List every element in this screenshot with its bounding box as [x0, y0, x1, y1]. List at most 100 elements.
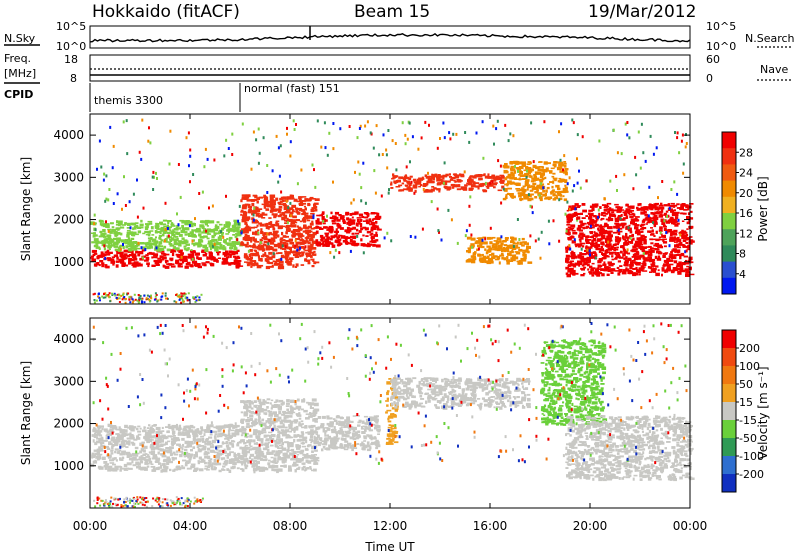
scatter-cell [205, 229, 208, 233]
scatter-cell [603, 197, 606, 201]
scatter-cell [227, 147, 230, 150]
range-cell [120, 239, 125, 243]
range-cell [98, 466, 104, 470]
range-cell [316, 226, 320, 229]
range-cell [240, 213, 243, 216]
range-cell [181, 431, 185, 435]
range-cell [568, 255, 572, 258]
range-cell [137, 230, 142, 234]
range-cell [276, 234, 280, 238]
range-cell [103, 440, 108, 442]
range-cell [263, 241, 268, 244]
range-cell [608, 251, 614, 255]
range-cell [244, 203, 249, 206]
range-cell [263, 235, 268, 239]
range-cell [522, 241, 527, 243]
range-cell [670, 209, 675, 213]
clutter-cell [128, 298, 131, 301]
range-cell [169, 238, 174, 241]
range-cell [360, 227, 364, 231]
range-cell [139, 226, 144, 229]
range-cell [173, 238, 177, 242]
range-cell [519, 261, 523, 265]
range-cell [250, 210, 254, 213]
range-cell [468, 177, 471, 181]
noise-left-tick-bottom: 10^0 [56, 40, 86, 53]
clutter-cell [134, 298, 137, 301]
range-cell [552, 189, 555, 193]
range-cell [549, 170, 553, 174]
range-cell [230, 429, 235, 432]
range-cell [221, 441, 225, 444]
scatter-cell [176, 212, 178, 216]
range-cell [104, 445, 109, 449]
range-cell [118, 223, 123, 226]
range-cell [245, 216, 251, 220]
range-cell [148, 424, 151, 427]
range-cell [216, 448, 219, 451]
clutter-cell [165, 297, 167, 300]
range-cell [218, 223, 223, 226]
range-cell [614, 243, 619, 246]
range-cell [286, 399, 290, 403]
range-cell [425, 176, 429, 179]
range-cell [130, 437, 135, 440]
range-cell [603, 261, 606, 264]
range-cell [655, 272, 660, 277]
range-cell [226, 437, 231, 439]
range-cell [244, 256, 250, 259]
range-cell [502, 248, 505, 252]
scatter-cell [296, 248, 299, 252]
range-cell [669, 218, 675, 220]
scatter-cell [639, 166, 642, 170]
scatter-cell [252, 213, 255, 217]
scatter-cell [422, 187, 425, 191]
range-cell [679, 267, 684, 271]
range-cell [258, 416, 261, 420]
range-cell [150, 451, 155, 455]
scatter-cell [568, 207, 571, 211]
range-cell [179, 219, 184, 222]
range-cell [528, 174, 532, 177]
range-cell [173, 250, 177, 253]
range-cell [509, 194, 513, 198]
range-cell [240, 210, 245, 213]
range-cell [206, 468, 210, 471]
range-cell [113, 440, 117, 444]
range-cell [145, 233, 150, 236]
range-cell [685, 271, 688, 274]
range-cell [263, 232, 268, 235]
range-cell [628, 240, 633, 244]
scatter-cell [539, 256, 542, 260]
clutter-cell [178, 298, 181, 301]
range-cell [658, 236, 662, 239]
scatter-cell [504, 123, 507, 127]
scatter-cell [661, 180, 664, 183]
range-cell [314, 208, 318, 212]
range-cell [636, 255, 641, 258]
range-cell [564, 172, 568, 176]
range-cell [486, 236, 492, 240]
range-cell [572, 213, 577, 216]
range-cell [376, 227, 380, 230]
range-cell [658, 214, 664, 218]
scatter-cell [489, 226, 492, 230]
range-cell [249, 206, 253, 209]
range-cell [198, 233, 202, 237]
range-cell [567, 264, 571, 267]
range-cell [358, 213, 364, 217]
range-cell [442, 176, 445, 180]
range-cell [634, 224, 637, 228]
range-cell [115, 231, 118, 234]
scatter-cell [562, 168, 564, 172]
range-cell [113, 468, 116, 472]
range-cell [186, 248, 189, 252]
range-cell [533, 175, 537, 180]
range-cell [652, 262, 656, 264]
range-cell [566, 273, 571, 278]
range-cell [577, 224, 583, 228]
colorbar-segment [722, 277, 736, 295]
range-cell [199, 461, 203, 463]
range-cell [427, 181, 430, 184]
range-cell [523, 196, 529, 200]
